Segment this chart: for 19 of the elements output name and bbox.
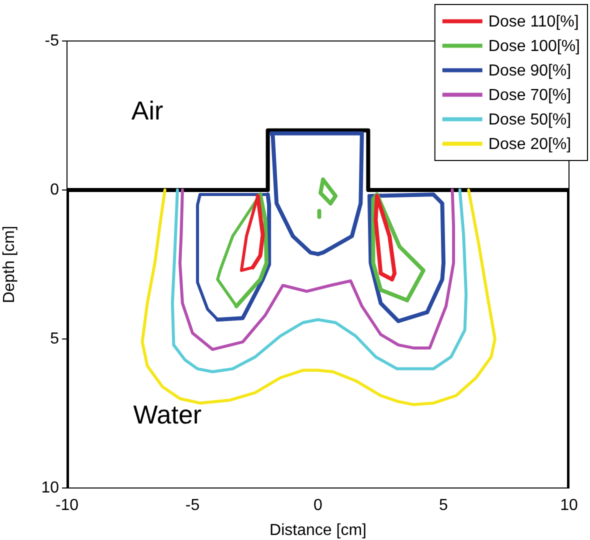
x-tick-label: 0 [314,497,323,514]
legend-label: Dose 20[%] [488,136,572,154]
y-axis-title: Depth [cm] [1,226,18,304]
annotation: Air [131,96,164,126]
x-tick-label: -5 [185,497,200,514]
y-tick-label: 0 [50,181,60,198]
legend-label: Dose 110[%] [488,14,579,31]
legend-label: Dose 70[%] [488,87,572,104]
y-tick-label: 5 [50,330,60,348]
legend-label: Dose 100[%] [488,38,580,56]
y-tick-label: -5 [44,32,60,50]
x-tick-label: -10 [55,497,79,514]
y-tick-label: 10 [41,479,60,496]
annotation: Water [133,400,202,430]
x-axis-title: Distance [cm] [270,522,366,539]
legend-label: Dose 90[%] [488,62,572,80]
x-tick-label: 10 [560,497,578,514]
legend-label: Dose 50[%] [488,112,572,129]
x-tick-label: 5 [439,497,448,514]
